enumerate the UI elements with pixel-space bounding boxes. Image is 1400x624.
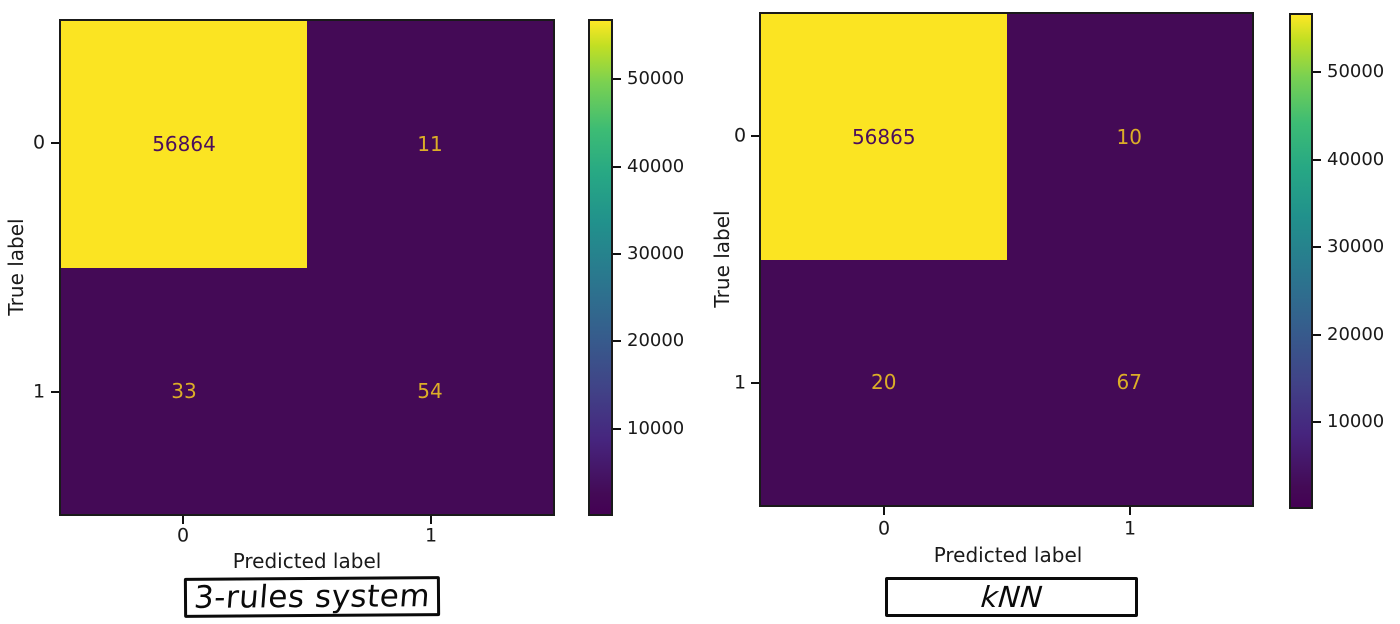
- y-ticklabel-1: 1: [733, 371, 747, 394]
- colorbar-ticklabel-10000: 10000: [1327, 411, 1385, 432]
- colorbar: [588, 19, 613, 516]
- x-axis-label: Predicted label: [933, 543, 1083, 567]
- cell-value-true1-pred0: 20: [871, 370, 897, 395]
- x-tickmark-1: [430, 516, 432, 524]
- title-box-rules: 3-rules system: [183, 576, 441, 618]
- cell-value-true1-pred1: 67: [1116, 370, 1142, 395]
- colorbar-ticklabel-50000: 50000: [1327, 61, 1385, 82]
- x-axis-label: Predicted label: [232, 549, 382, 573]
- y-tickmark-1: [51, 391, 59, 393]
- colorbar-tickmark-30000: [613, 253, 621, 255]
- colorbar-tickmark-50000: [613, 78, 621, 80]
- y-ticklabel-0: 0: [733, 124, 747, 147]
- title-rules: 3-rules system: [192, 577, 432, 616]
- colorbar-tickmark-30000: [1313, 246, 1321, 248]
- x-tickmark-0: [182, 516, 184, 524]
- cell-value-true0-pred0: 56864: [152, 132, 216, 157]
- confusion-matrix-knn: 56865 10 20 67: [759, 12, 1254, 507]
- cell-value-true0-pred1: 11: [417, 132, 443, 157]
- y-axis-label: True label: [710, 210, 734, 308]
- colorbar-ticklabel-30000: 30000: [627, 243, 685, 264]
- x-ticklabel-1: 1: [1123, 517, 1137, 540]
- colorbar-tickmark-40000: [1313, 159, 1321, 161]
- colorbar-ticklabel-50000: 50000: [627, 68, 685, 89]
- colorbar-tickmark-50000: [1313, 71, 1321, 73]
- title-knn: kNN: [979, 579, 1044, 614]
- cell-value-true0-pred0: 56865: [851, 124, 916, 149]
- y-ticklabel-1: 1: [32, 380, 46, 403]
- y-tickmark-0: [51, 142, 59, 144]
- colorbar-tickmark-20000: [613, 340, 621, 342]
- title-box-knn: kNN: [885, 577, 1138, 617]
- colorbar-ticklabel-40000: 40000: [1327, 149, 1385, 170]
- x-tickmark-1: [1129, 507, 1131, 515]
- y-tickmark-1: [751, 382, 759, 384]
- y-axis-label: True label: [4, 218, 28, 316]
- x-ticklabel-0: 0: [176, 524, 190, 547]
- colorbar-tickmark-40000: [613, 166, 621, 168]
- cell-value-true1-pred0: 33: [171, 378, 197, 403]
- cell-value-true0-pred1: 10: [1116, 124, 1142, 149]
- y-ticklabel-0: 0: [32, 131, 46, 154]
- colorbar-ticklabel-20000: 20000: [627, 330, 685, 351]
- y-tickmark-0: [751, 135, 759, 137]
- confusion-matrix-rules: 56864 11 33 54: [59, 19, 555, 516]
- colorbar-tickmark-20000: [1313, 334, 1321, 336]
- colorbar-tickmark-10000: [1313, 421, 1321, 423]
- cell-value-true1-pred1: 54: [417, 378, 443, 403]
- x-ticklabel-0: 0: [877, 517, 891, 540]
- colorbar-ticklabel-40000: 40000: [627, 156, 685, 177]
- x-ticklabel-1: 1: [424, 524, 438, 547]
- cell-true0-pred0: [761, 14, 1007, 260]
- colorbar-ticklabel-10000: 10000: [627, 418, 685, 439]
- colorbar-ticklabel-20000: 20000: [1327, 324, 1385, 345]
- colorbar: [1289, 13, 1313, 509]
- cell-true0-pred0: [61, 21, 307, 268]
- x-tickmark-0: [883, 507, 885, 515]
- colorbar-ticklabel-30000: 30000: [1327, 236, 1385, 257]
- colorbar-tickmark-10000: [613, 428, 621, 430]
